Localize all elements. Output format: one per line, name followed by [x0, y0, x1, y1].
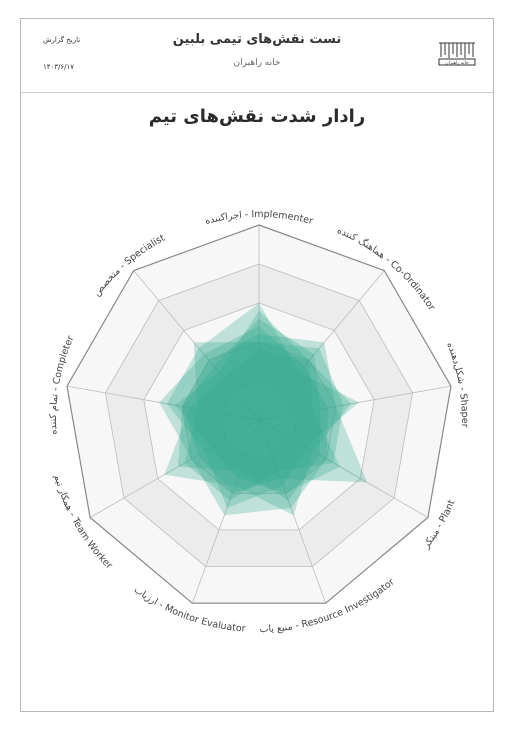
chart-outline [66, 224, 452, 604]
organization-name: خانه راهبران [233, 58, 281, 68]
axis-spoke-8 [66, 385, 260, 421]
series-polygon-1 [177, 318, 321, 501]
axis-spoke-5 [258, 419, 327, 604]
axis-spoke-2 [258, 270, 385, 421]
axis-spoke-4 [258, 419, 429, 518]
series-polygon-4 [164, 349, 352, 516]
chart-title: رادار شدت نقش‌های تیم [148, 106, 366, 127]
grid-spokes [66, 225, 452, 604]
organization-logo: خانه راهبران [438, 42, 476, 66]
report-title: تست نقش‌های تیمی بلبین [172, 32, 342, 47]
report-date-value: ۱۴۰۳/۶/۱۷ [43, 63, 75, 71]
axis-label-1: اجراکننده - Implementer [204, 209, 314, 227]
axis-spoke-7 [89, 419, 260, 518]
series-layer [159, 303, 368, 516]
series-polygon-5 [159, 326, 329, 516]
axis-spoke-9 [133, 270, 260, 421]
logo-text: خانه راهبران [445, 61, 469, 66]
series-polygon-2 [166, 303, 359, 508]
report-date-label: تاریخ گزارش [43, 36, 81, 44]
series-polygon-7 [174, 310, 341, 494]
series-polygon-3 [182, 334, 368, 494]
outer-boundary [66, 224, 452, 604]
series-polygon-6 [184, 342, 344, 501]
report-header: تست نقش‌های تیمی بلبین خانه راهبران تاری… [21, 19, 493, 93]
axis-spoke-6 [191, 419, 260, 604]
axis-spoke-3 [258, 385, 452, 421]
